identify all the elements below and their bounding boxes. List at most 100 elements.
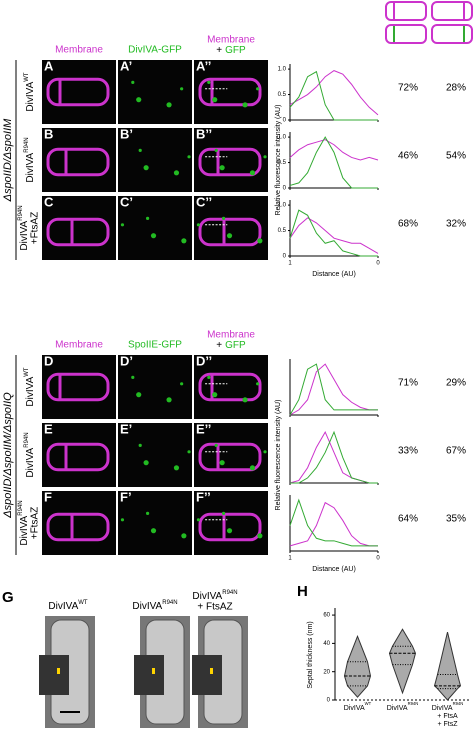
panel-letter: A’ — [120, 58, 132, 73]
y-tick-label: 0.5 — [278, 160, 287, 166]
strain-sup: R94N — [162, 600, 177, 606]
micrograph — [42, 128, 116, 192]
panel-letter: F — [44, 489, 52, 504]
panel-letter: E’’ — [196, 421, 211, 436]
gfp-focus — [173, 170, 180, 176]
micrograph — [118, 491, 192, 555]
micrograph — [194, 60, 268, 124]
gfp-focus — [222, 511, 226, 515]
cell-membrane — [46, 512, 110, 542]
em-image — [192, 616, 248, 728]
gfp-focus — [249, 465, 256, 471]
gfp-focus — [187, 155, 191, 159]
gfp-focus — [219, 165, 225, 171]
panel-letter: A — [44, 58, 54, 73]
y-tick-label: 0 — [283, 186, 287, 192]
gfp-focus — [222, 216, 226, 220]
percent: 54% — [446, 151, 466, 162]
y-tick-label: 40 — [323, 641, 330, 647]
y-tick-label: 1.0 — [278, 203, 287, 209]
x-tick-label: 0 — [376, 556, 380, 562]
panel-letter: C’’ — [196, 194, 212, 209]
y-tick-label: 1.0 — [278, 67, 287, 73]
image-bg — [194, 196, 268, 260]
gfp-focus — [166, 397, 172, 403]
gfp-focus — [136, 97, 142, 103]
column-header: DivIVA-GFP — [128, 45, 182, 56]
em-inset — [39, 655, 69, 695]
column-header: + GFP — [216, 340, 246, 351]
strain-name: DivIVA — [25, 376, 36, 406]
micrograph — [118, 196, 192, 260]
y-tick-label: 0.5 — [278, 92, 287, 98]
panel-letter: E’ — [120, 421, 132, 436]
strain-sup: R94N — [18, 500, 24, 515]
gfp-focus — [263, 155, 267, 159]
violin — [433, 631, 462, 701]
x-tick-label: 1 — [288, 261, 292, 267]
strain-label: DivIVAWT — [24, 367, 36, 406]
panel-letter: B’’ — [196, 126, 212, 141]
percent: 71% — [398, 378, 418, 389]
strain-label: DivIVAR94N — [192, 590, 237, 602]
strain-name: DivIVA — [48, 601, 78, 612]
gfp-focus — [180, 382, 184, 386]
strain-sup: WT — [24, 72, 30, 82]
y-axis-label: Relative fluorescence intensity (AU) — [275, 400, 282, 511]
image-bg — [118, 196, 192, 260]
panel-letter: C’ — [120, 194, 133, 209]
y-tick-label: 0 — [283, 254, 287, 260]
legend-icons — [385, 1, 473, 44]
label-extra: + FtsAZ — [197, 602, 232, 613]
panel-letter: F’’ — [196, 489, 211, 504]
x-tick-label: 0 — [376, 261, 380, 267]
strain-label: DivIVAR94N — [24, 137, 36, 182]
image-bg — [194, 128, 268, 192]
image-bg — [194, 491, 268, 555]
gfp-focus — [166, 102, 172, 108]
percent: 28% — [446, 83, 466, 94]
micrograph — [42, 491, 116, 555]
plus: + — [216, 340, 222, 351]
strain-extra: +FtsAZ — [30, 212, 41, 245]
gfp-focus — [207, 375, 211, 379]
image-bg — [194, 423, 268, 487]
gfp-focus — [219, 460, 225, 466]
y-tick-label: 0.5 — [278, 228, 287, 234]
percent: 68% — [398, 219, 418, 230]
gfp-focus — [196, 223, 201, 227]
column-header: + GFP — [216, 45, 246, 56]
strain-name: DivIVA — [19, 220, 30, 250]
column-header: Membrane — [55, 340, 103, 351]
micrograph — [194, 355, 268, 419]
image-bg — [194, 60, 268, 124]
column-header: Membrane — [207, 330, 255, 341]
x-axis-label: Distance (AU) — [312, 566, 356, 573]
profile-line — [289, 430, 378, 484]
gfp-focus — [131, 375, 135, 379]
gfp-focus — [150, 528, 157, 534]
category-extra: + FtsZ — [437, 721, 458, 728]
gfp-focus — [196, 518, 201, 522]
cell-membrane — [198, 372, 262, 402]
em-inset — [134, 655, 164, 695]
cell-membrane — [46, 77, 110, 107]
image-bg — [194, 355, 268, 419]
panel-letter: H — [297, 583, 308, 600]
gfp-focus — [257, 238, 263, 244]
y-axis-label: Relative fluorescence intensity (AU) — [275, 105, 282, 216]
image-bg — [118, 491, 192, 555]
panel-letter: F’ — [120, 489, 132, 504]
gfp-focus — [138, 443, 142, 447]
violin — [343, 634, 372, 698]
strain-sup: R94N — [18, 205, 24, 220]
cell-membrane — [198, 147, 262, 177]
image-bg — [42, 491, 116, 555]
gfp: GFP — [225, 45, 246, 56]
em-inset — [192, 655, 222, 695]
panel-letter: D’’ — [196, 353, 212, 368]
gfp-focus — [143, 165, 149, 171]
profile-line — [289, 139, 379, 161]
strain-name: DivIVA — [19, 515, 30, 545]
column-header: Membrane — [55, 45, 103, 56]
